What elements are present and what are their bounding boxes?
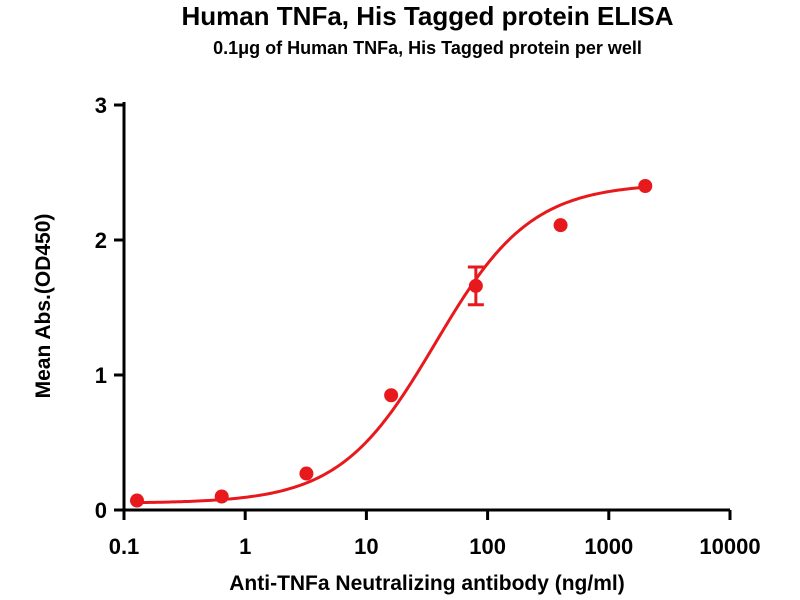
data-point <box>129 493 144 508</box>
axes: 0 1 2 3 0.1 1 10 100 1000 10000 <box>95 93 761 559</box>
data-point <box>468 278 483 293</box>
x-tick-label: 0.1 <box>109 534 140 559</box>
points-layer <box>129 179 653 508</box>
fit-layer <box>136 185 646 505</box>
y-tick-label: 1 <box>95 363 107 388</box>
x-axis-title: Anti-TNFa Neutralizing antibody (ng/ml) <box>229 572 624 595</box>
x-tick-label: 10000 <box>699 534 760 559</box>
x-tick-label: 1 <box>239 534 251 559</box>
y-tick-label: 2 <box>95 228 107 253</box>
chart-subtitle: 0.1μg of Human TNFa, His Tagged protein … <box>213 38 642 58</box>
data-point <box>384 388 399 403</box>
x-tick-label: 1000 <box>584 534 633 559</box>
data-point <box>214 489 229 504</box>
y-tick-label: 3 <box>95 93 107 118</box>
x-tick-label: 100 <box>469 534 506 559</box>
data-point <box>553 218 568 233</box>
chart-title: Human TNFa, His Tagged protein ELISA <box>181 1 674 31</box>
fit-curve <box>136 185 646 505</box>
y-axis-title: Mean Abs.(OD450) <box>32 214 55 399</box>
y-tick-label: 0 <box>95 498 107 523</box>
data-point <box>299 466 314 481</box>
x-tick-label: 10 <box>354 534 378 559</box>
data-point <box>638 179 653 193</box>
